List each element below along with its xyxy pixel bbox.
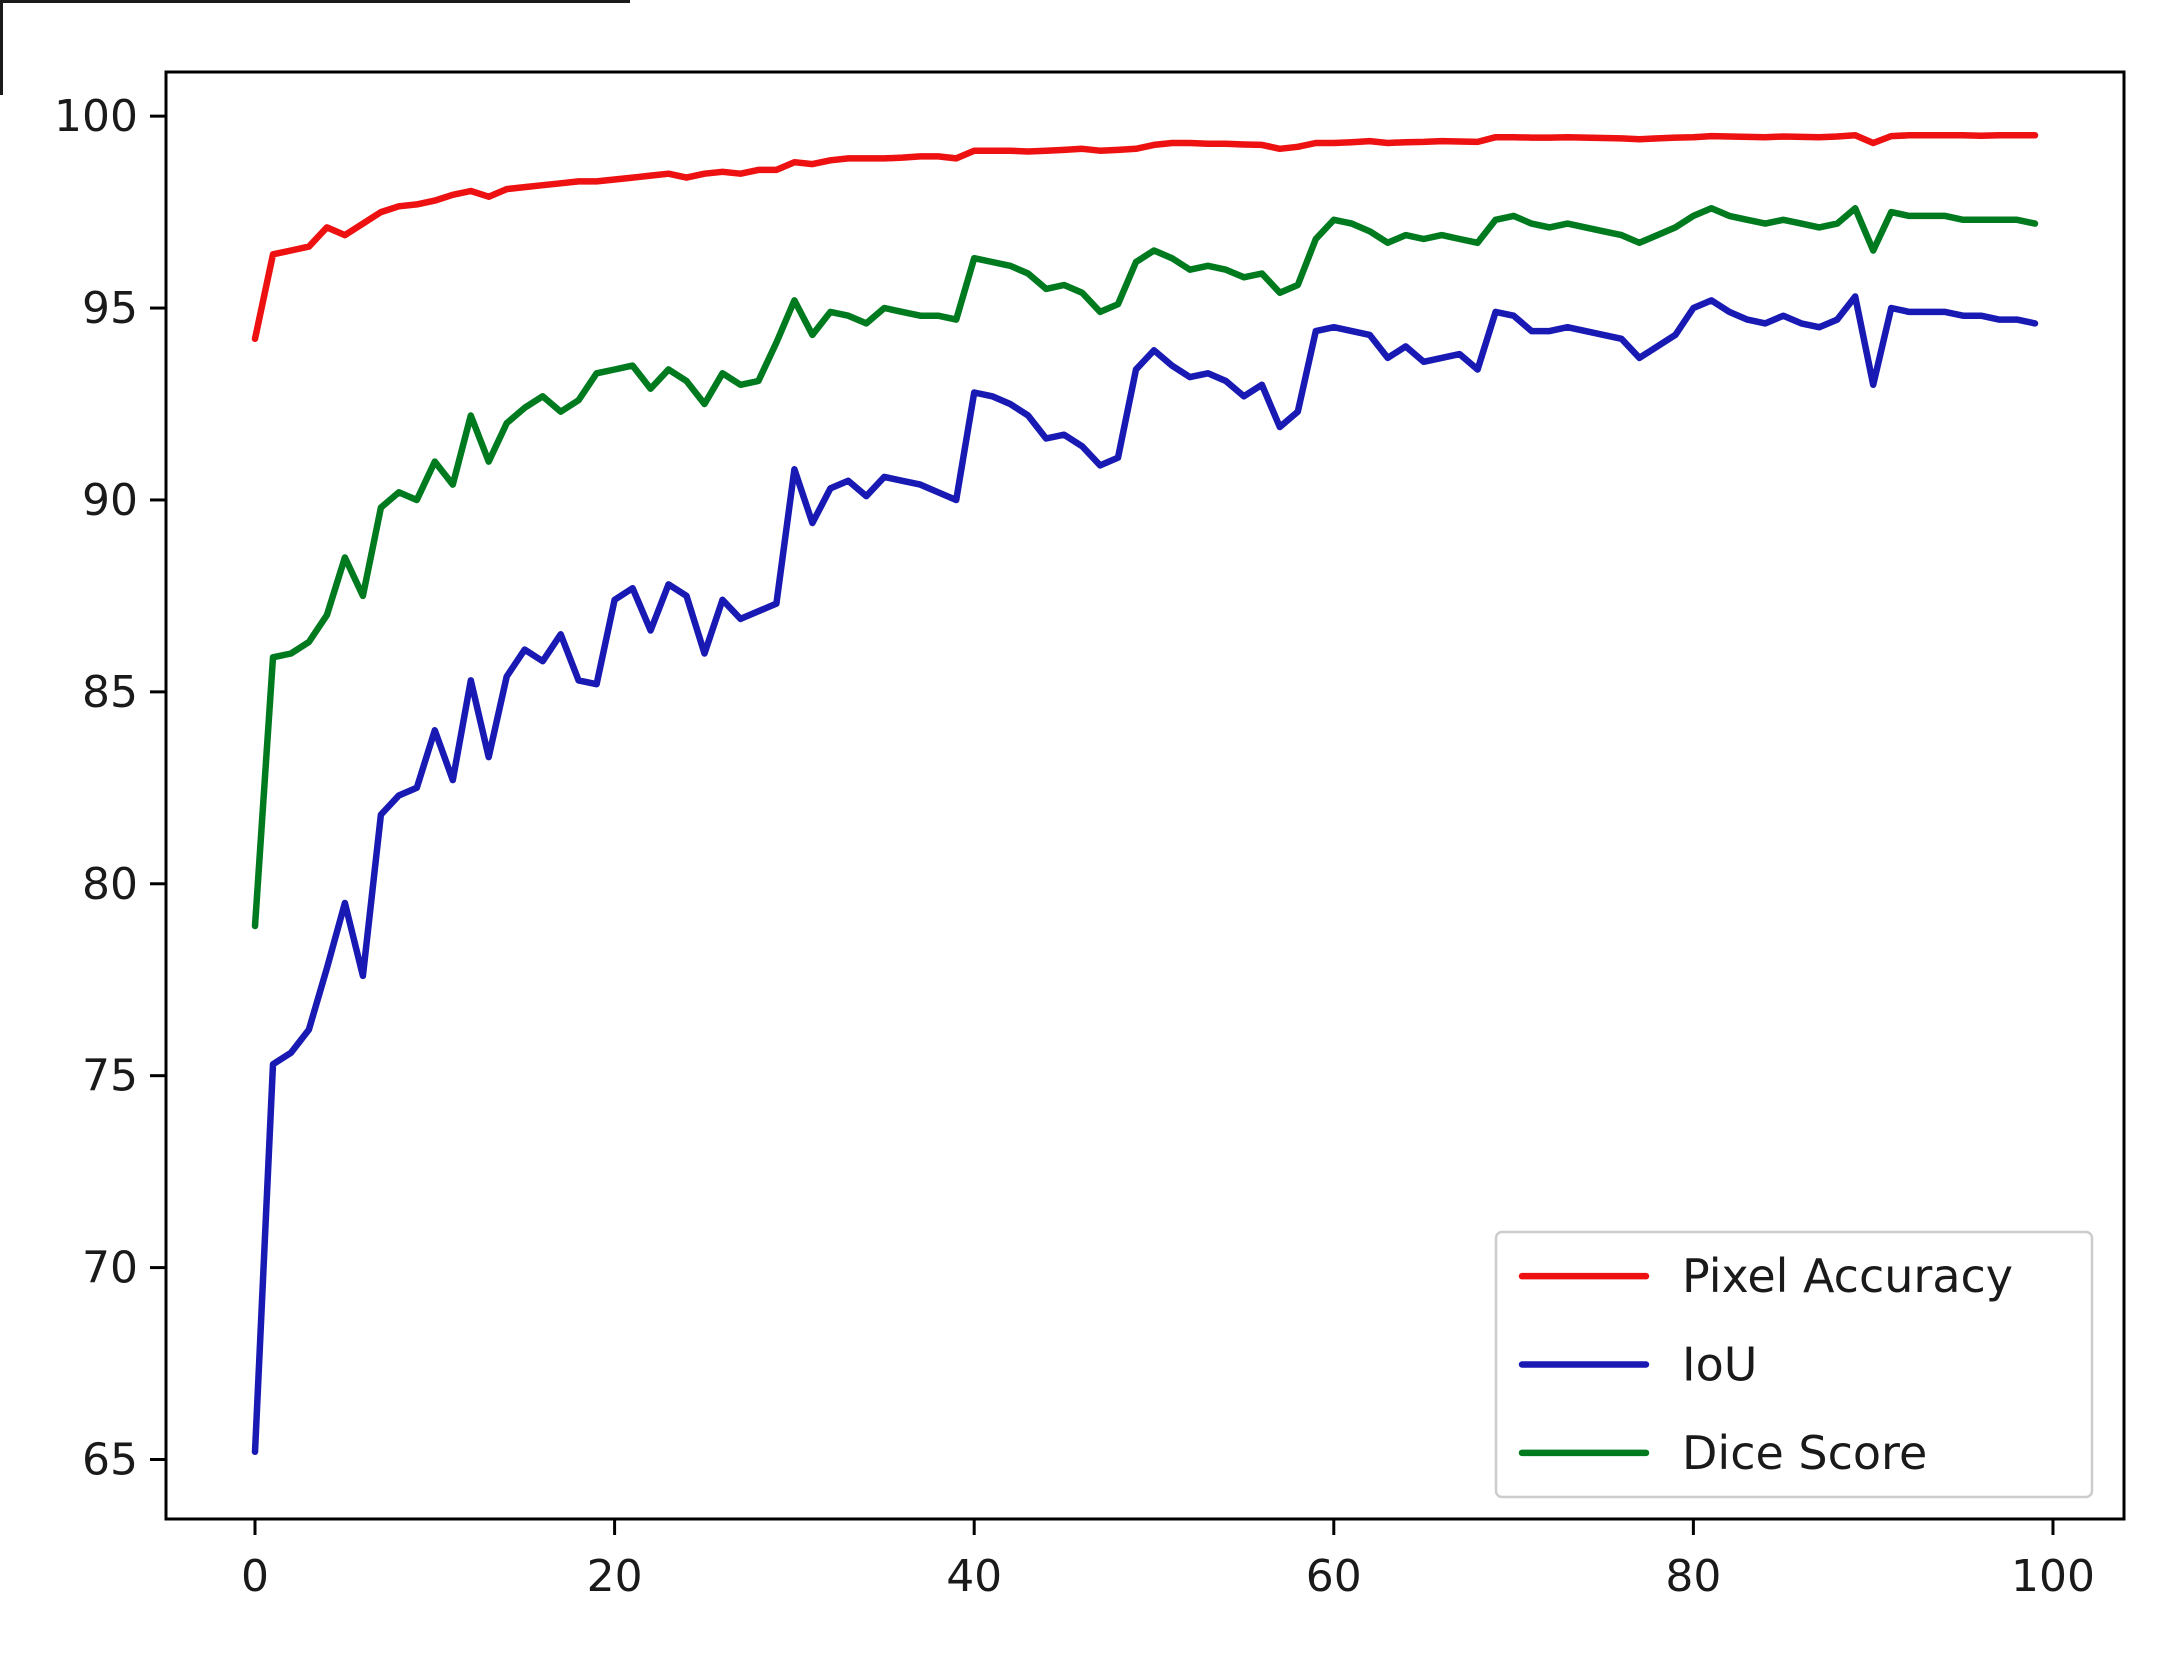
- screen-edge-artifact: [0, 0, 630, 95]
- x-tick-label: 60: [1306, 1551, 1362, 1602]
- axes: 0 20 40 60 80 100 100 95 90 85 80 75 70 65: [54, 70, 2126, 1602]
- y-tick-label: 65: [82, 1435, 138, 1486]
- legend: Pixel Accuracy IoU Dice Score: [1494, 1230, 2094, 1499]
- legend-label: IoU: [1682, 1338, 1757, 1392]
- y-tick-label: 90: [82, 475, 138, 526]
- series-line-pixel-accuracy: [251, 132, 2039, 343]
- y-tick-label: 70: [82, 1243, 138, 1294]
- y-tick-label: 100: [54, 91, 138, 142]
- y-tick-label: 85: [82, 667, 138, 718]
- y-tick-label: 95: [82, 283, 138, 334]
- legend-box: [1494, 1230, 2094, 1499]
- series-line-iou: [251, 293, 2039, 1456]
- y-tick-label: 80: [82, 859, 138, 910]
- x-tick-label: 0: [241, 1551, 269, 1602]
- series-line-dice-score: [251, 205, 2039, 930]
- legend-label: Dice Score: [1682, 1426, 1927, 1480]
- x-tick-label: 100: [2011, 1551, 2095, 1602]
- legend-label: Pixel Accuracy: [1682, 1249, 2013, 1303]
- series-lines: [251, 132, 2039, 1456]
- y-tick-label: 75: [82, 1051, 138, 1102]
- x-tick-label: 80: [1665, 1551, 1721, 1602]
- x-tick-label: 40: [946, 1551, 1002, 1602]
- axes-spines: [164, 70, 2126, 1521]
- x-tick-label: 20: [587, 1551, 643, 1602]
